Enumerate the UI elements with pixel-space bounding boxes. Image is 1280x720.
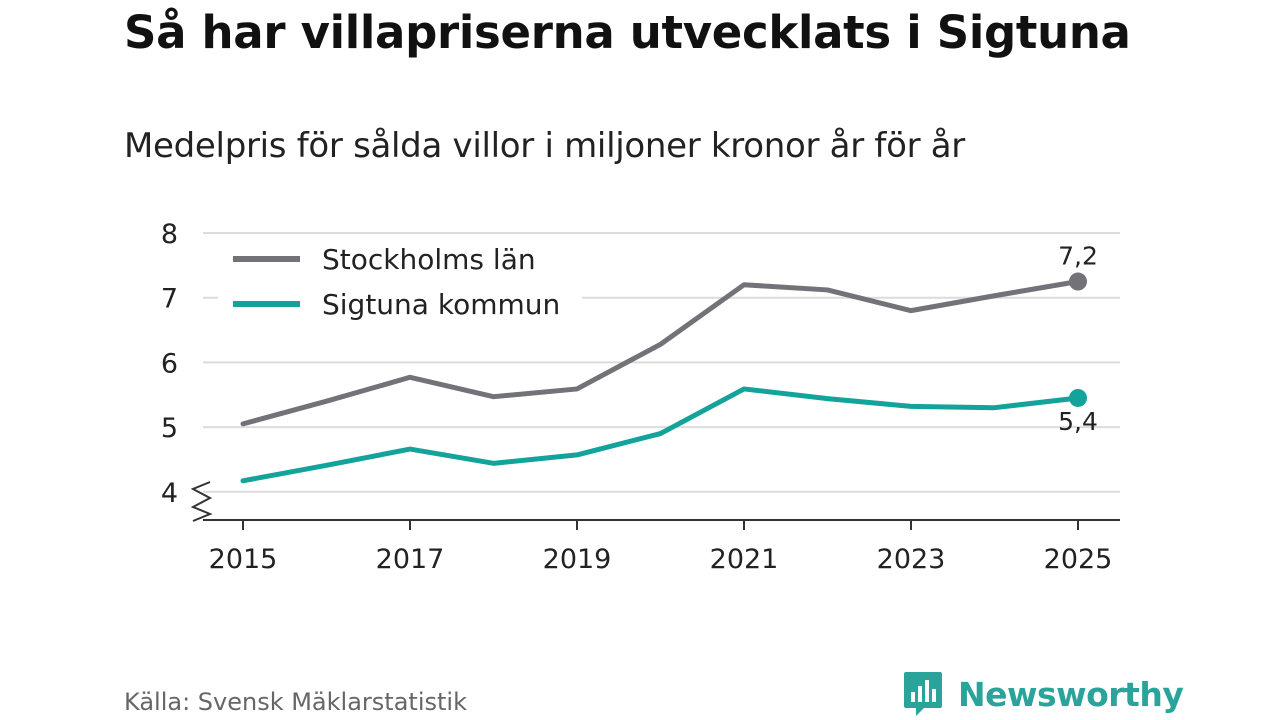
brand-name: Newsworthy bbox=[958, 674, 1184, 714]
series-line-sigtuna bbox=[240, 386, 1081, 484]
legend-label-sigtuna: Sigtuna kommun bbox=[322, 288, 560, 321]
y-tick-label: 4 bbox=[161, 478, 178, 509]
x-tick-label: 2017 bbox=[376, 544, 445, 575]
y-axis-ticks: 4 5 6 7 8 bbox=[161, 219, 213, 522]
brand-logo: Newsworthy bbox=[902, 670, 1184, 718]
source-note: Källa: Svensk Mäklarstatistik bbox=[124, 688, 467, 716]
legend-background bbox=[218, 236, 582, 328]
series-line-stockholm bbox=[240, 279, 1081, 427]
x-tick-label: 2021 bbox=[710, 544, 779, 575]
y-tick-label: 8 bbox=[161, 219, 178, 250]
chart-title: Så har villapriserna utvecklats i Sigtun… bbox=[124, 6, 1131, 59]
x-axis: 2015 2017 2019 2021 2023 2025 bbox=[203, 519, 1120, 575]
end-value-label-stockholm: 7,2 bbox=[1058, 242, 1098, 271]
y-tick-label: 7 bbox=[161, 284, 178, 315]
line-chart: 4 5 6 7 8 2015 2017 2019 2021 2023 2025 7,2 5,4 St… bbox=[161, 219, 1120, 575]
x-tick-label: 2015 bbox=[209, 544, 278, 575]
legend: Stockholms län Sigtuna kommun bbox=[218, 236, 582, 328]
legend-label-stockholm: Stockholms län bbox=[322, 243, 536, 276]
x-tick-label: 2019 bbox=[543, 544, 612, 575]
end-point-sigtuna bbox=[1069, 388, 1087, 407]
series-lines: 7,2 5,4 bbox=[240, 242, 1098, 484]
end-value-label-sigtuna: 5,4 bbox=[1058, 407, 1098, 436]
y-tick-label: 5 bbox=[161, 413, 178, 444]
axis-break-icon bbox=[190, 481, 213, 522]
chart-subtitle: Medelpris för sålda villor i miljoner kr… bbox=[124, 126, 965, 166]
end-point-stockholm bbox=[1069, 272, 1087, 291]
y-tick-label: 6 bbox=[161, 348, 178, 379]
x-tick-label: 2025 bbox=[1044, 544, 1113, 575]
x-tick-label: 2023 bbox=[877, 544, 946, 575]
newsworthy-logo-icon bbox=[904, 672, 942, 716]
